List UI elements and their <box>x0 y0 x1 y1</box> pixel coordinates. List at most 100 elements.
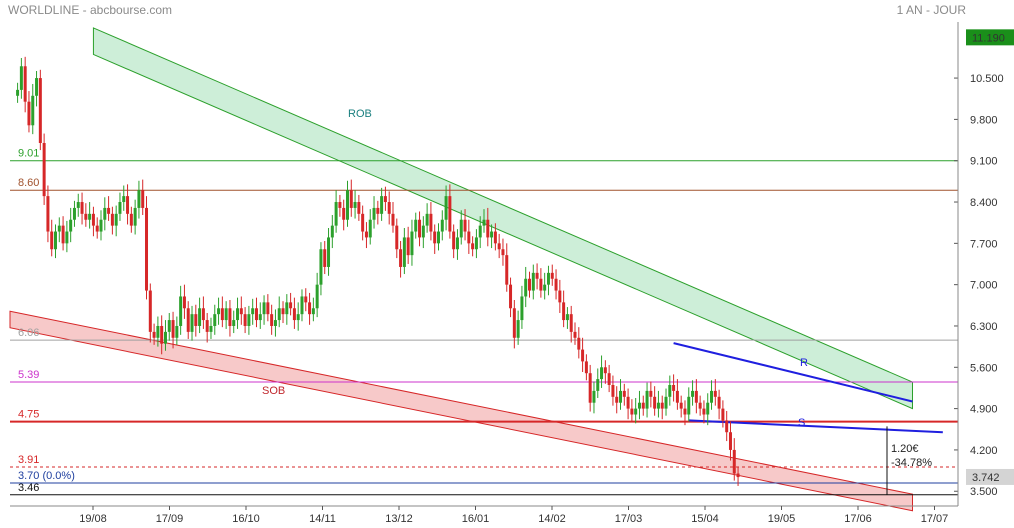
candle-body <box>645 390 649 409</box>
candle-body <box>277 308 281 321</box>
candle-body <box>687 396 691 415</box>
x-tick-label: 14/11 <box>309 513 336 525</box>
candle-body <box>490 231 494 238</box>
candle-body <box>91 213 95 226</box>
candle-body <box>54 231 58 250</box>
candle-body <box>194 314 198 326</box>
candle-body <box>349 190 353 208</box>
candle-body <box>319 249 323 285</box>
annotations: ROB SOB R S 1.20€ -34.78% <box>262 108 932 495</box>
candle-body <box>76 202 80 208</box>
candle-body <box>380 196 384 214</box>
candle-body <box>725 420 729 433</box>
candle-body <box>509 284 513 309</box>
candle-body <box>637 402 641 409</box>
price-badge-label: 3.742 <box>972 472 1000 484</box>
level-label: 3.91 <box>18 454 39 466</box>
candle-body <box>23 66 27 102</box>
candle-body <box>395 225 399 250</box>
x-tick-label: 19/08 <box>79 513 107 525</box>
candle-body <box>69 219 73 232</box>
annotation-label: R <box>800 357 808 369</box>
candle-body <box>588 373 592 403</box>
candle-body <box>171 320 175 338</box>
x-tick-label: 17/09 <box>156 513 184 525</box>
candle-body <box>387 202 391 214</box>
candle-body <box>35 78 39 96</box>
candle-body <box>467 231 471 244</box>
candle-body <box>603 367 607 374</box>
candle-body <box>683 408 687 415</box>
x-tick-label: 16/10 <box>232 513 260 525</box>
candle-body <box>554 278 558 291</box>
candle-body <box>152 331 156 338</box>
candle-body <box>148 290 152 332</box>
candle-body <box>186 308 190 332</box>
candle-body <box>505 255 509 285</box>
candle-body <box>531 272 535 291</box>
trendline-r <box>673 342 913 403</box>
candle-body <box>698 402 702 409</box>
level-label: 5.39 <box>18 369 39 381</box>
level-label: 9.01 <box>18 148 39 160</box>
candle-body <box>308 302 312 315</box>
candle-body <box>95 225 99 232</box>
y-tick-label: 7.000 <box>970 280 998 292</box>
candle-body <box>251 308 255 315</box>
candle-body <box>160 325 164 344</box>
price-badge <box>966 468 1014 485</box>
y-tick-label: 3.500 <box>970 486 998 498</box>
candle-body <box>569 314 573 332</box>
level-label: 3.70 (0.0%) <box>18 470 75 482</box>
candle-body <box>126 196 130 214</box>
candle-body <box>660 402 664 409</box>
candle-body <box>145 207 149 291</box>
candle-body <box>247 314 251 326</box>
candle-body <box>334 202 338 226</box>
candle-body <box>478 225 482 238</box>
candle-body <box>338 202 342 208</box>
candle-body <box>710 390 714 403</box>
annotation-label: -34.78% <box>891 457 932 469</box>
candle-body <box>122 196 126 203</box>
candle-body <box>455 237 459 250</box>
y-tick-label: 6.300 <box>970 321 998 333</box>
candle-body <box>452 231 456 250</box>
candle-body <box>596 379 600 391</box>
candle-body <box>254 308 258 321</box>
candle-body <box>213 314 217 326</box>
candle-body <box>626 396 630 409</box>
candle-body <box>717 396 721 409</box>
candle-body <box>550 272 554 279</box>
candle-body <box>46 196 50 232</box>
candle-body <box>118 202 122 214</box>
candle-body <box>137 190 141 208</box>
candle-body <box>133 207 137 226</box>
candle-body <box>372 207 376 220</box>
candle-body <box>300 296 304 315</box>
price-badge <box>966 29 1014 46</box>
candle-body <box>414 219 418 232</box>
candle-body <box>653 396 657 409</box>
candle-body <box>357 202 361 214</box>
candle-body <box>463 219 467 232</box>
x-tick-label: 17/06 <box>844 513 872 525</box>
level-label: 4.75 <box>18 409 39 421</box>
candle-body <box>528 278 532 291</box>
candle-body <box>31 95 35 126</box>
candle-body <box>330 225 334 238</box>
channel-rob <box>92 27 913 410</box>
x-tick-label: 14/02 <box>538 513 566 525</box>
candle-body <box>110 213 114 226</box>
level-label: 3.46 <box>18 482 39 494</box>
x-tick-label: 19/05 <box>768 513 796 525</box>
candle-body <box>345 190 349 220</box>
candle-body <box>600 367 604 380</box>
candle-body <box>565 314 569 321</box>
candle-body <box>516 320 520 338</box>
annotation-label: 1.20€ <box>891 443 919 455</box>
candle-body <box>656 402 660 409</box>
candle-body <box>72 207 76 220</box>
candle-body <box>289 302 293 309</box>
